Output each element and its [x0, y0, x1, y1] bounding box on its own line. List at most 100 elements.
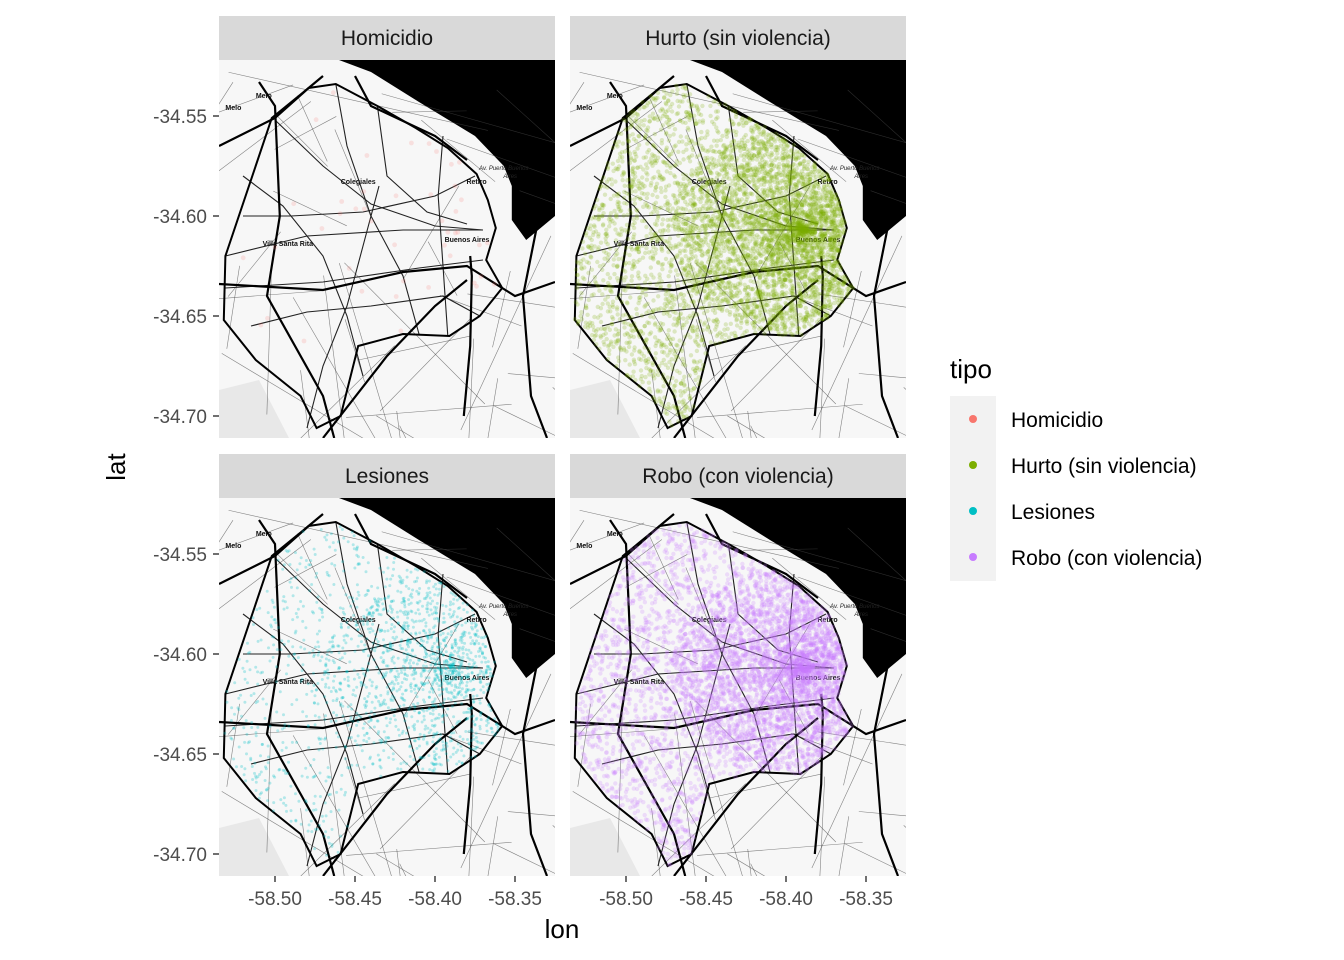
crime-point	[620, 177, 625, 183]
crime-point	[733, 302, 738, 307]
crime-point	[633, 151, 638, 157]
crime-point	[811, 195, 816, 200]
crime-point	[629, 327, 634, 333]
crime-point	[670, 206, 675, 211]
street-line	[323, 275, 345, 438]
crime-point	[738, 298, 743, 304]
crime-point	[665, 365, 671, 370]
crime-point	[808, 259, 813, 264]
crime-point	[741, 120, 746, 125]
crime-point	[814, 223, 819, 228]
crime-point	[658, 108, 663, 113]
crime-point	[721, 157, 726, 162]
crime-point	[784, 262, 789, 267]
crime-point	[645, 141, 650, 146]
crime-point	[675, 321, 681, 326]
crime-point	[368, 218, 374, 224]
crime-point	[666, 249, 671, 255]
crime-point	[772, 139, 778, 144]
crime-point	[752, 309, 757, 314]
crime-point	[727, 240, 733, 245]
crime-point	[824, 263, 829, 269]
crime-point	[714, 241, 720, 247]
terrain-area	[219, 380, 289, 438]
crime-point	[625, 285, 631, 290]
crime-point	[787, 239, 792, 244]
crime-point	[787, 180, 793, 186]
crime-point	[688, 104, 693, 109]
crime-point	[684, 110, 689, 115]
crime-point	[616, 338, 621, 343]
crime-point	[301, 338, 307, 344]
crime-point	[635, 165, 641, 170]
avenue-line	[243, 175, 476, 217]
crime-point	[818, 196, 823, 201]
crime-point	[792, 250, 798, 255]
crime-point	[291, 201, 297, 207]
crime-point	[615, 276, 620, 281]
crime-point	[617, 155, 623, 160]
crime-point	[652, 335, 658, 340]
crime-point	[771, 199, 776, 204]
crime-point	[700, 305, 705, 311]
crime-point	[842, 219, 847, 224]
crime-point	[729, 145, 735, 150]
crime-point	[788, 213, 794, 218]
crime-point	[720, 177, 726, 182]
crime-point	[675, 354, 680, 360]
crime-point	[747, 215, 752, 221]
crime-point	[592, 314, 597, 320]
crime-point	[826, 177, 831, 182]
crime-point	[665, 297, 670, 302]
crime-point	[760, 292, 765, 297]
crime-point	[802, 231, 807, 236]
crime-point	[609, 177, 614, 182]
crime-point	[617, 242, 622, 247]
crime-point	[840, 296, 845, 301]
crime-point	[776, 271, 781, 276]
crime-point	[595, 197, 600, 202]
crime-point	[670, 218, 675, 223]
crime-point	[813, 201, 819, 207]
crime-point	[756, 218, 762, 224]
crime-point	[627, 133, 632, 138]
crime-point	[756, 234, 761, 240]
street-line	[507, 373, 555, 379]
crime-point	[756, 262, 762, 268]
crime-point	[750, 192, 755, 197]
crime-point	[672, 127, 678, 132]
crime-point	[756, 292, 762, 297]
crime-point	[680, 356, 685, 362]
crime-point	[781, 155, 786, 161]
crime-point	[802, 273, 808, 279]
avenue-line	[437, 135, 449, 337]
crime-point	[831, 221, 837, 226]
crime-point	[634, 111, 640, 117]
crime-point	[613, 238, 619, 243]
crime-point	[766, 298, 772, 304]
crime-point	[831, 255, 836, 261]
crime-point	[812, 169, 817, 175]
crime-point	[666, 299, 672, 304]
crime-point	[775, 327, 780, 332]
crime-point	[642, 184, 647, 189]
crime-point	[643, 273, 648, 278]
crime-point	[652, 116, 657, 121]
crime-point	[786, 317, 791, 322]
crime-point	[791, 232, 796, 238]
crime-point	[598, 306, 604, 311]
crime-point	[258, 322, 264, 328]
crime-point	[651, 257, 656, 262]
crime-point	[804, 282, 810, 287]
crime-point	[613, 339, 618, 344]
crime-point	[641, 123, 646, 128]
crime-point	[765, 144, 771, 149]
crime-point	[628, 182, 633, 188]
crime-point	[784, 155, 789, 160]
crime-point	[652, 397, 657, 402]
crime-point	[706, 248, 711, 254]
crime-point	[636, 270, 641, 275]
crime-point	[712, 259, 717, 265]
crime-point	[656, 155, 661, 160]
crime-point	[608, 211, 614, 216]
